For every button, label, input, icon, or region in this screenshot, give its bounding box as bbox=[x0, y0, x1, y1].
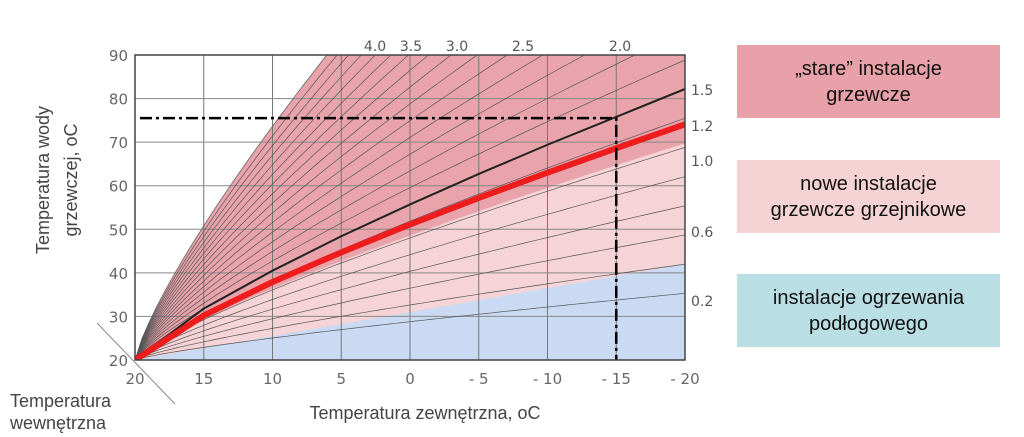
heating-curve-2.8 bbox=[135, 55, 478, 360]
indoor-temp-diagonal bbox=[96, 322, 176, 405]
curve-label-top: 3.5 bbox=[400, 39, 422, 55]
x-tick-label: - 20 bbox=[670, 370, 699, 388]
heating-curve-0.6 bbox=[135, 234, 685, 360]
heating-curve-1 bbox=[135, 176, 685, 360]
curve-label-right: 0.2 bbox=[691, 294, 713, 310]
design-point-line bbox=[140, 116, 618, 360]
x-tick-label: 0 bbox=[405, 370, 415, 388]
y-axis-label-line2: grzewczej, oC bbox=[61, 123, 81, 236]
legend-new-radiator-installations: nowe instalacje grzewcze grzejnikowe bbox=[737, 160, 1000, 233]
heating-curve-2 bbox=[135, 55, 636, 360]
legend-text: „stare” instalacje bbox=[795, 57, 942, 80]
plot-area bbox=[135, 55, 685, 360]
curve-label-right: 0.6 bbox=[691, 225, 713, 241]
legend-old-installations: „stare” instalacje grzewcze bbox=[737, 45, 1000, 118]
y-tick-label: 90 bbox=[109, 47, 128, 65]
y-tick-label: 80 bbox=[109, 91, 128, 109]
heating-curve-4.2 bbox=[135, 55, 350, 360]
x-tick-label: 20 bbox=[125, 370, 144, 388]
heating-curve-4.4 bbox=[135, 55, 338, 360]
heating-curve-4.6 bbox=[135, 55, 328, 360]
legend-text: podłogowego bbox=[808, 312, 928, 335]
plot-frame bbox=[134, 54, 686, 361]
x-tick-label: - 5 bbox=[469, 370, 489, 388]
legend-text: grzewcze bbox=[826, 83, 911, 106]
curve-label-right: 1.0 bbox=[691, 154, 713, 170]
curve-label-top: 3.0 bbox=[446, 39, 468, 55]
legend-text: grzewcze grzejnikowe bbox=[770, 198, 967, 221]
indoor-temp-label-line1: Temperatura bbox=[10, 391, 112, 411]
indoor-temp-label-line2: wewnętrzna bbox=[9, 413, 107, 433]
heating-curve-1.8 bbox=[135, 59, 685, 360]
y-tick-label: 60 bbox=[109, 178, 128, 196]
legend-text: instalacje ogrzewania bbox=[772, 286, 965, 309]
curve-label-top: 2.0 bbox=[609, 39, 631, 55]
x-tick-label: - 15 bbox=[602, 370, 631, 388]
curve-label-top: 4.0 bbox=[364, 39, 386, 55]
y-tick-label: 40 bbox=[109, 265, 128, 283]
heating-curve-2.6 bbox=[135, 55, 508, 360]
curve-label-top: 2.5 bbox=[512, 39, 534, 55]
heating-curve-1.2 bbox=[135, 147, 685, 360]
x-axis-label: Temperatura zewnętrzna, oC bbox=[309, 403, 540, 423]
y-tick-label: 30 bbox=[109, 308, 128, 326]
legend-floor-heating: instalacje ogrzewania podłogowego bbox=[737, 274, 1000, 347]
series-curve-1.2 bbox=[135, 121, 685, 360]
x-tick-label: 5 bbox=[336, 370, 346, 388]
curve-label-right: 1.2 bbox=[691, 119, 713, 135]
series-curve-1.5 bbox=[135, 88, 685, 360]
x-tick-label: 10 bbox=[263, 370, 282, 388]
heating-curve-3 bbox=[135, 55, 452, 360]
heating-curve-2.2 bbox=[135, 55, 586, 360]
heating-curve-2.4 bbox=[135, 55, 544, 360]
heating-curve-3.8 bbox=[135, 55, 376, 360]
x-tick-label: - 10 bbox=[533, 370, 562, 388]
legend-text: nowe instalacje bbox=[800, 172, 937, 195]
x-tick-label: 15 bbox=[194, 370, 213, 388]
heating-curve-0.2 bbox=[135, 292, 685, 360]
heating-curve-0.4 bbox=[135, 263, 685, 360]
heating-curve-3.4 bbox=[135, 55, 410, 360]
y-tick-label: 70 bbox=[109, 134, 128, 152]
y-tick-label: 20 bbox=[109, 352, 128, 370]
heating-curve-4 bbox=[135, 55, 362, 360]
y-tick-label: 50 bbox=[109, 221, 128, 239]
heating-curve-3.2 bbox=[135, 55, 429, 360]
y-axis-label-line1: Temperatura wody bbox=[33, 106, 53, 254]
heating-curve-3.6 bbox=[135, 55, 392, 360]
curve-label-right: 1.5 bbox=[691, 83, 713, 99]
heating-curve-0.8 bbox=[135, 205, 685, 360]
